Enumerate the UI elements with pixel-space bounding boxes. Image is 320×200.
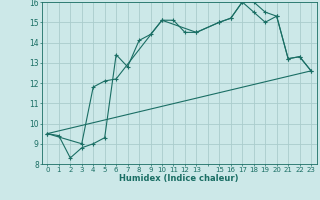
X-axis label: Humidex (Indice chaleur): Humidex (Indice chaleur) (119, 174, 239, 183)
